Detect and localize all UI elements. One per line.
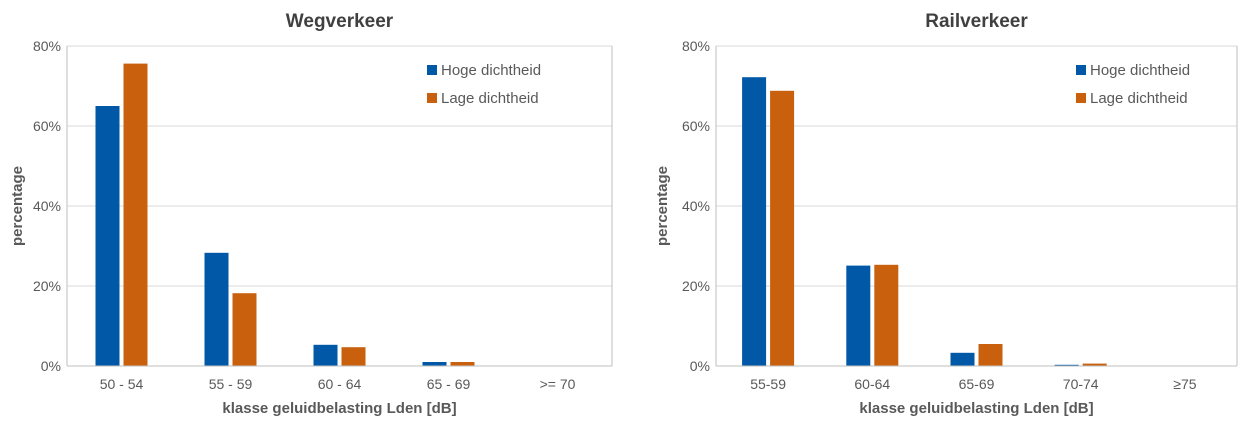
x-tick-label: 70-74	[1063, 376, 1099, 392]
legend-swatch	[1076, 93, 1086, 103]
x-tick-label: ≥75	[1173, 376, 1196, 392]
y-tick-label: 80%	[33, 38, 61, 54]
y-tick-label: 0%	[690, 358, 710, 374]
bar-lage-dichtheid	[341, 347, 366, 366]
bar-lage-dichtheid	[123, 63, 148, 366]
chart-panel-railverkeer: 0% 20% 40% 60% 80% 55-59 60-64 65-69 70-74 ≥75 Rai…	[627, 0, 1254, 426]
bar-lage-dichtheid	[232, 293, 257, 366]
bar-lage-dichtheid	[1082, 363, 1107, 366]
bar-hoge-dichtheid	[95, 106, 120, 366]
y-tick-label: 60%	[33, 118, 61, 134]
bar-hoge-dichtheid	[313, 344, 338, 366]
y-tick-label: 0%	[41, 358, 61, 374]
y-tick-label: 60%	[682, 118, 710, 134]
legend-label: Lage dichtheid	[1090, 90, 1188, 107]
bar-lage-dichtheid	[770, 90, 795, 367]
legend-label: Hoge dichtheid	[1090, 62, 1190, 79]
bar-hoge-dichtheid	[1054, 364, 1079, 366]
x-tick-label: 65-69	[959, 376, 995, 392]
legend-swatch	[427, 65, 437, 75]
bar-lage-dichtheid	[450, 362, 475, 366]
y-tick-label: 40%	[33, 198, 61, 214]
bar-hoge-dichtheid	[846, 265, 871, 366]
legend-swatch	[1076, 65, 1086, 75]
x-tick-label: >= 70	[540, 376, 576, 392]
x-tick-label: 50 - 54	[100, 376, 144, 392]
bar-lage-dichtheid	[874, 264, 899, 366]
x-axis-label: klasse geluidbelasting Lden [dB]	[222, 400, 456, 417]
chart-title: Railverkeer	[925, 11, 1028, 32]
bar-hoge-dichtheid	[422, 362, 447, 366]
y-tick-label: 80%	[682, 38, 710, 54]
x-axis-label: klasse geluidbelasting Lden [dB]	[859, 400, 1093, 417]
y-axis-label: percentage	[654, 166, 671, 246]
bar-lage-dichtheid	[978, 344, 1003, 366]
y-tick-label: 20%	[682, 278, 710, 294]
chart-railverkeer: 0% 20% 40% 60% 80% 55-59 60-64 65-69 70-74 ≥75 Rai…	[654, 11, 1238, 417]
y-tick-label: 40%	[682, 198, 710, 214]
chart-wegverkeer: 0% 20% 40% 60% 80% 50 - 54 55 - 59 60 - 64 65 - …	[9, 11, 613, 417]
legend-label: Lage dichtheid	[441, 90, 539, 107]
bar-hoge-dichtheid	[950, 352, 975, 366]
legend-swatch	[427, 93, 437, 103]
x-tick-label: 65 - 69	[427, 376, 471, 392]
chart-title: Wegverkeer	[286, 11, 394, 32]
bar-hoge-dichtheid	[742, 77, 767, 366]
x-tick-label: 55 - 59	[209, 376, 253, 392]
y-tick-label: 20%	[33, 278, 61, 294]
bar-hoge-dichtheid	[204, 252, 229, 366]
legend-label: Hoge dichtheid	[441, 62, 541, 79]
x-tick-label: 55-59	[750, 376, 786, 392]
x-tick-label: 60-64	[854, 376, 890, 392]
chart-panel-wegverkeer: 0% 20% 40% 60% 80% 50 - 54 55 - 59 60 - 64 65 - …	[0, 0, 627, 426]
x-tick-label: 60 - 64	[318, 376, 362, 392]
y-axis-label: percentage	[9, 166, 26, 246]
